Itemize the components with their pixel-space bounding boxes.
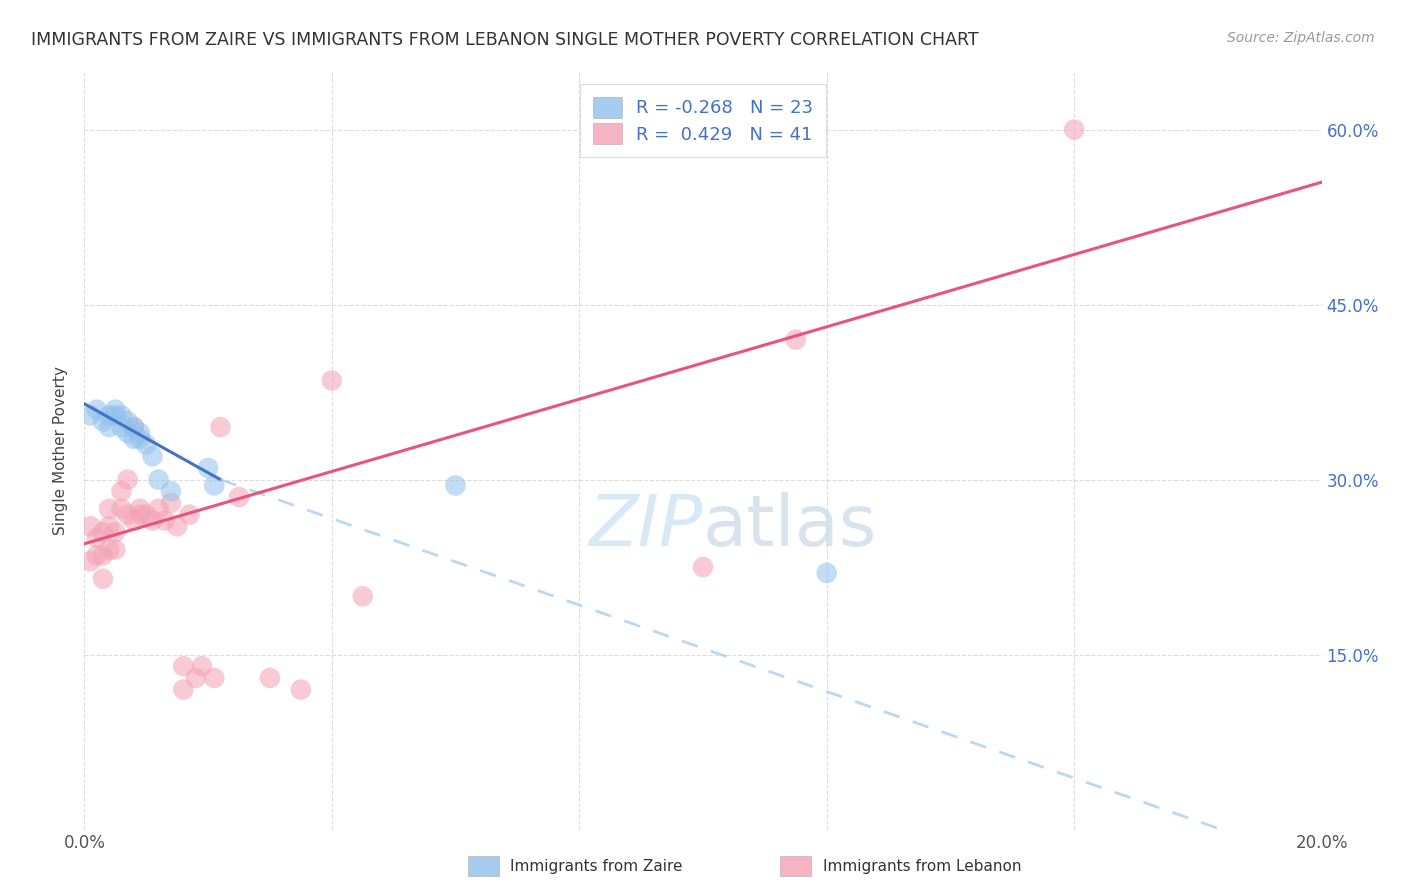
Legend: R = -0.268   N = 23, R =  0.429   N = 41: R = -0.268 N = 23, R = 0.429 N = 41 [581,84,825,157]
Text: Source: ZipAtlas.com: Source: ZipAtlas.com [1227,31,1375,45]
Point [104,542,127,557]
Text: IMMIGRANTS FROM ZAIRE VS IMMIGRANTS FROM LEBANON SINGLE MOTHER POVERTY CORRELATI: IMMIGRANTS FROM ZAIRE VS IMMIGRANTS FROM… [31,31,979,49]
Point [191,659,214,673]
Point [172,682,194,697]
Point [352,589,374,603]
Point [202,478,225,492]
Point [202,671,225,685]
Text: Immigrants from Zaire: Immigrants from Zaire [510,859,683,873]
Point [135,508,157,522]
Point [184,671,207,685]
Point [129,508,152,522]
Point [117,473,139,487]
Y-axis label: Single Mother Poverty: Single Mother Poverty [53,366,69,535]
Point [86,549,108,563]
Point [172,659,194,673]
Point [104,525,127,540]
Point [110,409,132,423]
FancyBboxPatch shape [468,856,499,876]
Point [86,531,108,545]
Point [79,519,101,533]
Point [110,484,132,499]
Point [148,473,170,487]
Point [129,501,152,516]
Point [160,484,183,499]
Point [321,374,343,388]
Point [79,409,101,423]
Point [91,525,114,540]
FancyBboxPatch shape [780,856,811,876]
Point [815,566,838,580]
Point [290,682,312,697]
Point [141,450,163,464]
Point [122,432,145,446]
Point [98,409,121,423]
Point [179,508,201,522]
Point [122,513,145,527]
Point [110,420,132,434]
Point [148,501,170,516]
Point [785,333,807,347]
Point [91,549,114,563]
Point [1063,122,1085,136]
Text: atlas: atlas [703,491,877,561]
Point [228,490,250,504]
Point [104,409,127,423]
Point [104,402,127,417]
Point [91,572,114,586]
Point [98,542,121,557]
Text: Immigrants from Lebanon: Immigrants from Lebanon [823,859,1021,873]
Point [122,420,145,434]
Point [117,508,139,522]
Text: ZIP: ZIP [589,491,703,561]
Point [98,519,121,533]
Point [117,425,139,440]
Point [259,671,281,685]
Point [86,402,108,417]
Point [692,560,714,574]
Point [122,420,145,434]
Point [166,519,188,533]
Point [153,513,176,527]
Point [135,437,157,451]
Point [160,496,183,510]
Point [444,478,467,492]
Point [98,420,121,434]
Point [98,501,121,516]
Point [91,414,114,428]
Point [117,414,139,428]
Point [79,554,101,568]
Point [129,425,152,440]
Point [209,420,232,434]
Point [129,432,152,446]
Point [141,513,163,527]
Point [110,501,132,516]
Point [197,461,219,475]
